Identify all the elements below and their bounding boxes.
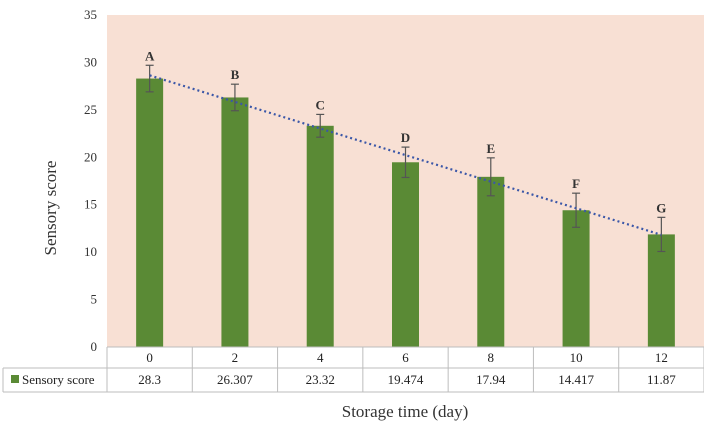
- y-tick-label: 30: [84, 54, 97, 69]
- x-tick-label: 8: [488, 350, 495, 365]
- x-tick-label: 12: [655, 350, 668, 365]
- data-label: 23.32: [306, 372, 335, 387]
- significance-letter: F: [572, 176, 580, 191]
- significance-letter: G: [656, 200, 666, 215]
- x-tick-label: 10: [570, 350, 583, 365]
- y-tick-label: 35: [84, 7, 97, 22]
- bar: [221, 97, 249, 347]
- significance-letters: A B C D E F G: [145, 48, 666, 215]
- x-tick-label: 6: [402, 350, 409, 365]
- legend-swatch: [11, 375, 19, 383]
- data-label: 19.474: [388, 372, 424, 387]
- y-axis-title: Sensory score: [41, 161, 60, 256]
- y-axis: 0 5 10 15 20 25 30 35: [84, 7, 97, 354]
- x-tick-label: 4: [317, 350, 324, 365]
- y-tick-label: 15: [84, 197, 97, 212]
- bar: [306, 125, 334, 347]
- bars: [136, 78, 675, 347]
- y-tick-label: 25: [84, 102, 97, 117]
- legend-label: Sensory score: [22, 372, 95, 387]
- x-tick-label: 0: [146, 350, 153, 365]
- significance-letter: D: [401, 130, 410, 145]
- significance-letter: E: [486, 141, 495, 156]
- y-tick-label: 0: [91, 339, 98, 354]
- x-tick-label: 2: [232, 350, 239, 365]
- bar: [562, 210, 590, 347]
- bar: [136, 78, 164, 347]
- y-tick-label: 5: [91, 292, 98, 307]
- significance-letter: B: [231, 67, 240, 82]
- bar: [647, 234, 675, 347]
- trendline: [149, 74, 662, 236]
- x-axis-title: Storage time (day): [342, 402, 469, 421]
- data-label: 26.307: [217, 372, 253, 387]
- error-bars: [145, 64, 666, 253]
- data-label: 14.417: [558, 372, 594, 387]
- y-tick-label: 20: [84, 149, 97, 164]
- bar: [477, 176, 505, 347]
- y-tick-label: 10: [84, 244, 97, 259]
- data-table: 0 2 4 6 8 10 12 28.3 26.307 23.32 19.474 17.94 14.41…: [2, 346, 704, 393]
- significance-letter: C: [316, 97, 325, 112]
- data-label: 28.3: [138, 372, 161, 387]
- bar: [392, 162, 419, 347]
- data-label: 17.94: [476, 372, 506, 387]
- data-label: 11.87: [647, 372, 676, 387]
- significance-letter: A: [145, 48, 155, 63]
